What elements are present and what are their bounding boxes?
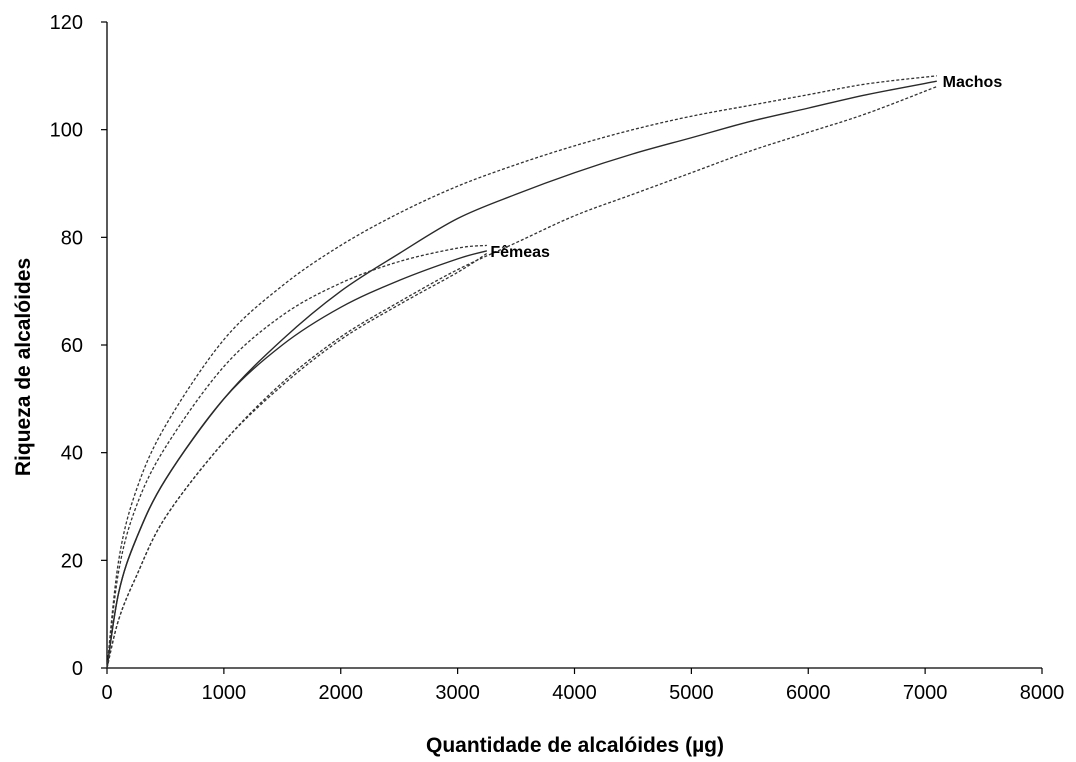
- y-tick-label: 20: [61, 550, 83, 572]
- x-tick-label: 6000: [786, 682, 831, 704]
- x-tick-label: 1000: [202, 682, 247, 704]
- y-tick-label: 0: [72, 658, 83, 680]
- y-tick-label: 60: [61, 335, 83, 357]
- y-tick-label: 80: [61, 227, 83, 249]
- x-tick-label: 0: [101, 682, 112, 704]
- y-axis-title: Riqueza de alcalóides: [12, 258, 35, 476]
- series-line-femeas-ic-inferior: [106, 252, 488, 669]
- y-tick-label: 40: [61, 443, 83, 465]
- series-line-femeas: [106, 250, 488, 669]
- x-tick-label: 2000: [319, 682, 364, 704]
- series-line-femeas-ic-superior: [106, 244, 487, 669]
- y-tick-label: 100: [50, 120, 83, 142]
- y-tick-label: 120: [50, 12, 83, 34]
- labels-layer: Machos Fêmeas: [490, 74, 1002, 261]
- series-line-machos-ic-inferior: [106, 85, 938, 669]
- axes-layer: 0 1000 2000 3000 4000 5000 6000 7000 8000 0 20 40 60…: [50, 12, 1065, 704]
- x-tick-label: 4000: [552, 682, 597, 704]
- series-label-machos: Machos: [943, 74, 1003, 91]
- x-tick-label: 8000: [1020, 682, 1065, 704]
- series-line-machos: [106, 80, 937, 669]
- series-label-femeas: Fêmeas: [490, 244, 550, 261]
- series-layer: [106, 75, 938, 669]
- x-tick-label: 7000: [903, 682, 948, 704]
- series-line-machos-ic-superior: [106, 75, 937, 669]
- x-axis-title: Quantidade de alcalóides (µg): [426, 734, 724, 757]
- x-tick-label: 3000: [435, 682, 480, 704]
- x-tick-label: 5000: [669, 682, 714, 704]
